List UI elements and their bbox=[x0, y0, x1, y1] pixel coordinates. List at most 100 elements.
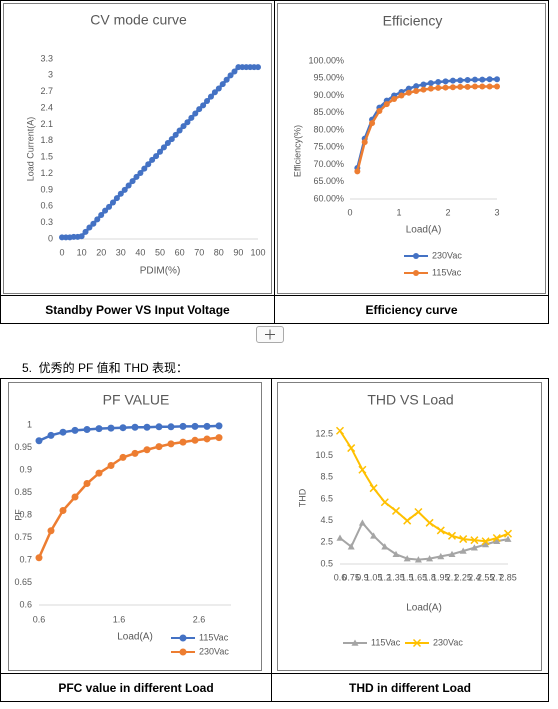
marker bbox=[119, 453, 127, 461]
marker bbox=[361, 139, 368, 146]
x-tick-label: 2 bbox=[445, 207, 450, 217]
marker bbox=[336, 534, 344, 541]
marker bbox=[486, 76, 493, 83]
marker bbox=[481, 537, 490, 546]
marker bbox=[403, 516, 412, 525]
marker bbox=[464, 83, 471, 90]
add-row-button[interactable] bbox=[256, 326, 284, 343]
marker bbox=[227, 72, 234, 79]
marker bbox=[203, 435, 211, 443]
marker bbox=[442, 78, 449, 85]
x-axis-title: Load(A) bbox=[406, 225, 442, 236]
series-line bbox=[339, 521, 509, 561]
y-tick-label: 0.75 bbox=[14, 532, 32, 542]
marker bbox=[47, 527, 55, 535]
chart-title: THD VS Load bbox=[367, 392, 453, 408]
y-tick-label: 85.00% bbox=[313, 107, 344, 117]
legend-label: 230Vac bbox=[433, 637, 463, 647]
x-tick-label: 50 bbox=[155, 247, 165, 257]
y-tick-label: 10.5 bbox=[315, 450, 333, 460]
y-tick-label: 8.5 bbox=[320, 472, 333, 482]
series-line bbox=[38, 424, 220, 442]
chart: CV mode curve 0 0.3 0.6 0.9 1.2 1.5 1.8 2.1 2.4 2.… bbox=[3, 3, 272, 294]
marker bbox=[107, 424, 115, 432]
x-tick-label: 1.35 bbox=[387, 572, 405, 582]
marker bbox=[435, 84, 442, 91]
y-tick-label: 1.8 bbox=[40, 135, 53, 145]
x-tick-label: 90 bbox=[233, 247, 243, 257]
x-tick-label: 1.05 bbox=[365, 572, 383, 582]
plus-icon bbox=[265, 329, 275, 340]
x-axis-title: Load(A) bbox=[406, 603, 442, 614]
chart: Efficiency 60.00% 65.00% 70.00% 75.00% 80.00%… bbox=[277, 3, 546, 294]
y-tick-label: 2.5 bbox=[320, 537, 333, 547]
legend-label: 115Vac bbox=[371, 637, 401, 647]
marker bbox=[78, 233, 85, 240]
marker bbox=[391, 506, 401, 515]
marker bbox=[398, 92, 405, 99]
marker bbox=[412, 638, 422, 648]
y-tick-label: 0.65 bbox=[14, 577, 32, 587]
marker bbox=[470, 536, 479, 545]
marker bbox=[358, 465, 367, 474]
marker bbox=[200, 102, 207, 109]
y-tick-label: 90.00% bbox=[313, 90, 344, 100]
x-tick-label: 0.6 bbox=[33, 614, 46, 624]
marker bbox=[133, 173, 140, 180]
y-tick-label: 60.00% bbox=[313, 193, 344, 203]
y-tick-label: 0.85 bbox=[14, 487, 32, 497]
marker bbox=[71, 426, 79, 434]
marker bbox=[167, 423, 175, 431]
y-tick-label: 0.9 bbox=[40, 184, 53, 194]
marker bbox=[425, 518, 434, 527]
series-line bbox=[339, 430, 509, 543]
x-tick-label: 2.55 bbox=[477, 572, 495, 582]
marker bbox=[457, 77, 464, 84]
marker bbox=[448, 550, 456, 558]
y-tick-label: 95.00% bbox=[313, 73, 344, 83]
x-tick-label: 1 bbox=[396, 207, 401, 217]
marker bbox=[447, 531, 457, 540]
marker bbox=[370, 532, 378, 539]
y-tick-label: 4.5 bbox=[320, 515, 333, 525]
y-tick-label: 1 bbox=[27, 419, 32, 429]
marker bbox=[167, 440, 175, 448]
marker bbox=[180, 123, 187, 130]
marker bbox=[203, 422, 211, 430]
marker bbox=[188, 114, 195, 121]
marker bbox=[94, 216, 101, 223]
marker bbox=[117, 190, 124, 197]
marker bbox=[358, 519, 366, 526]
marker bbox=[179, 634, 187, 642]
marker bbox=[215, 434, 223, 442]
marker bbox=[494, 83, 500, 90]
marker bbox=[204, 98, 211, 104]
y-tick-label: 0.9 bbox=[19, 464, 32, 474]
marker bbox=[168, 136, 175, 143]
marker bbox=[471, 83, 478, 90]
chart-title: Efficiency bbox=[383, 13, 443, 29]
x-tick-label: 60 bbox=[175, 247, 185, 257]
marker bbox=[149, 156, 156, 163]
x-tick-label: 2.25 bbox=[454, 572, 472, 582]
marker bbox=[196, 106, 203, 113]
y-tick-label: 2.4 bbox=[40, 102, 53, 112]
legend-label: 230Vac bbox=[199, 646, 229, 656]
marker bbox=[414, 556, 422, 563]
marker bbox=[504, 535, 512, 542]
x-tick-label: 3 bbox=[494, 207, 499, 217]
x-tick-label: 30 bbox=[116, 247, 126, 257]
marker bbox=[231, 68, 238, 75]
chart-title: CV mode curve bbox=[90, 12, 187, 28]
marker bbox=[47, 431, 55, 439]
marker bbox=[391, 95, 398, 102]
y-tick-label: 0.5 bbox=[320, 558, 333, 568]
marker bbox=[436, 526, 445, 535]
x-tick-label: 1.8 bbox=[423, 572, 436, 582]
marker bbox=[137, 170, 144, 176]
x-tick-label: 1.95 bbox=[432, 572, 450, 582]
y-tick-label: 65.00% bbox=[313, 176, 344, 186]
x-tick-label: 80 bbox=[214, 247, 224, 257]
marker bbox=[35, 437, 43, 445]
series-line bbox=[37, 436, 220, 559]
